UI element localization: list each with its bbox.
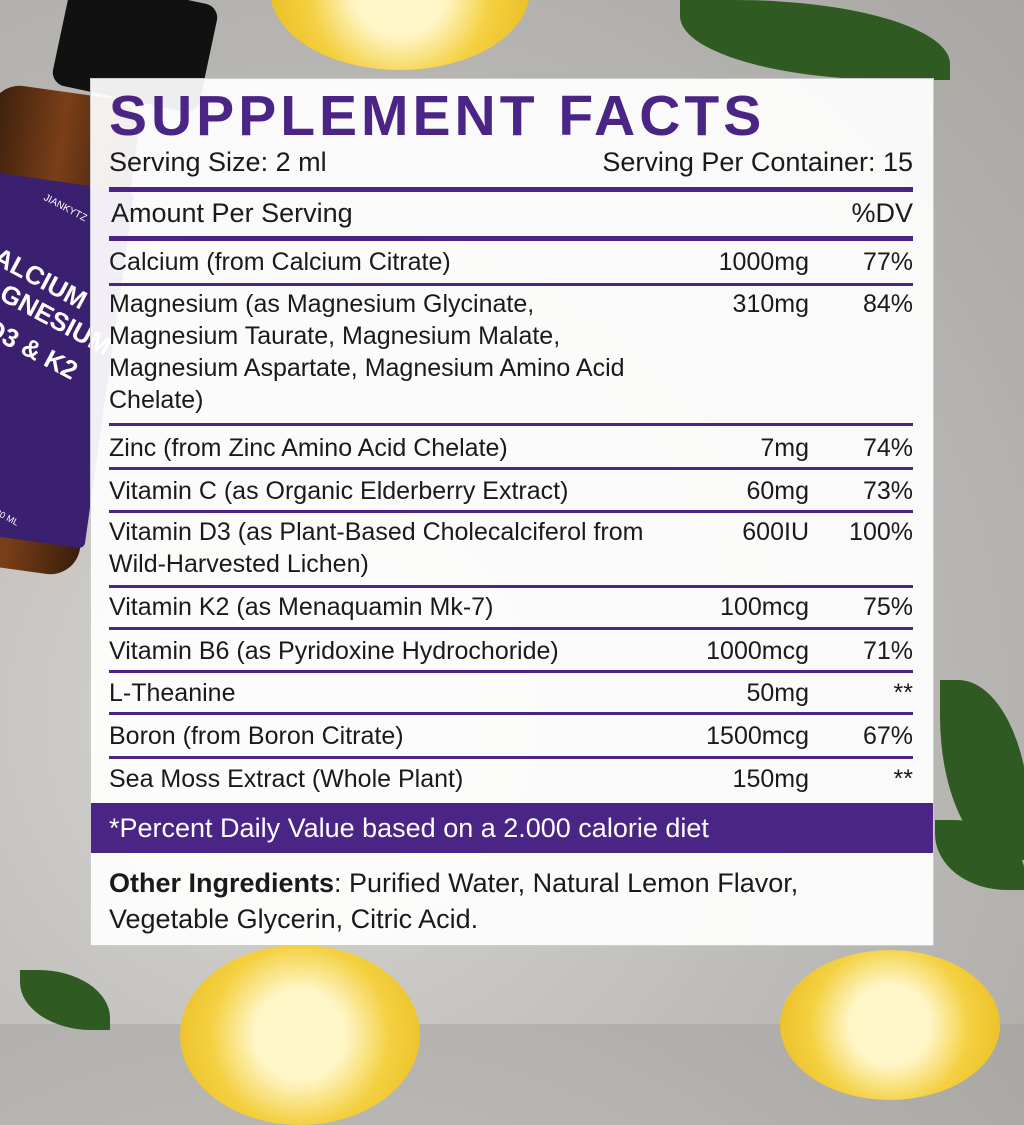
nutrient-name: L-Theanine	[109, 679, 236, 707]
nutrient-dv: **	[893, 679, 913, 707]
serving-size: Serving Size: 2 ml	[109, 147, 327, 177]
nutrient-amount: 600IU	[742, 518, 809, 546]
nutrient-name: Vitamin B6 (as Pyridoxine Hydrochoride)	[109, 637, 559, 665]
nutrient-amount: 50mg	[746, 679, 809, 707]
other-ingredients: Other Ingredients: Purified Water, Natur…	[109, 865, 913, 937]
nutrient-name: Vitamin D3 (as Plant-Based Cholecalcifer…	[109, 518, 644, 578]
nutrient-dv: 74%	[862, 434, 913, 462]
lemon-decoration	[180, 945, 420, 1125]
divider	[109, 756, 913, 759]
nutrient-amount: 1500mcg	[706, 722, 809, 750]
nutrient-amount: 1000mcg	[706, 637, 809, 665]
divider	[109, 423, 913, 426]
daily-value-footnote: *Percent Daily Value based on a 2.000 ca…	[91, 803, 933, 853]
divider	[109, 627, 913, 630]
lemon-decoration	[270, 0, 530, 70]
leaf-decoration	[680, 0, 950, 80]
nutrient-dv: 73%	[862, 477, 913, 505]
nutrient-name: Zinc (from Zinc Amino Acid Chelate)	[109, 434, 508, 462]
nutrient-name: Boron (from Boron Citrate)	[109, 722, 404, 750]
nutrient-name: Vitamin C (as Organic Elderberry Extract…	[109, 477, 569, 505]
nutrient-dv: **	[893, 765, 913, 793]
nutrient-amount: 60mg	[746, 477, 809, 505]
divider	[109, 187, 913, 192]
divider	[109, 510, 913, 513]
nutrient-amount: 7mg	[760, 434, 809, 462]
nutrient-dv: 75%	[862, 593, 913, 621]
nutrient-name: Magnesium (as Magnesium Glycinate, Magne…	[109, 290, 625, 414]
nutrient-name: Sea Moss Extract (Whole Plant)	[109, 765, 464, 793]
bottle-brand: JIANKYTZ	[41, 192, 89, 225]
nutrient-amount: 150mg	[732, 765, 809, 793]
bottle-size: 1 OZ / 30 ML	[0, 494, 21, 528]
divider	[109, 585, 913, 588]
divider	[109, 467, 913, 470]
nutrient-dv: 77%	[862, 248, 913, 276]
divider	[109, 670, 913, 673]
nutrient-amount: 100mcg	[720, 593, 809, 621]
nutrient-dv: 71%	[862, 637, 913, 665]
leaf-decoration	[20, 970, 110, 1030]
nutrient-amount: 310mg	[732, 290, 809, 318]
divider	[109, 283, 913, 286]
nutrient-amount: 1000mg	[718, 248, 809, 276]
nutrient-dv: 84%	[862, 290, 913, 318]
servings-per-container: Serving Per Container: 15	[602, 147, 913, 177]
lemon-decoration	[780, 950, 1000, 1100]
other-ingredients-text: : Purified Water, Natural Lemon Flavor, …	[109, 868, 799, 934]
serving-info: Serving Size: 2 ml Serving Per Container…	[109, 147, 913, 178]
nutrient-name: Vitamin K2 (as Menaquamin Mk-7)	[109, 593, 494, 621]
label-title: SUPPLEMENT FACTS	[109, 84, 766, 148]
nutrient-name: Calcium (from Calcium Citrate)	[109, 248, 451, 276]
divider	[109, 712, 913, 715]
supplement-facts-panel: SUPPLEMENT FACTS Serving Size: 2 ml Serv…	[90, 78, 934, 946]
other-ingredients-label: Other Ingredients	[109, 868, 335, 898]
nutrient-dv: 100%	[849, 518, 913, 546]
divider	[109, 236, 913, 241]
header-dv: %DV	[851, 198, 913, 228]
header-amount: Amount Per Serving	[111, 198, 353, 228]
nutrient-dv: 67%	[862, 722, 913, 750]
